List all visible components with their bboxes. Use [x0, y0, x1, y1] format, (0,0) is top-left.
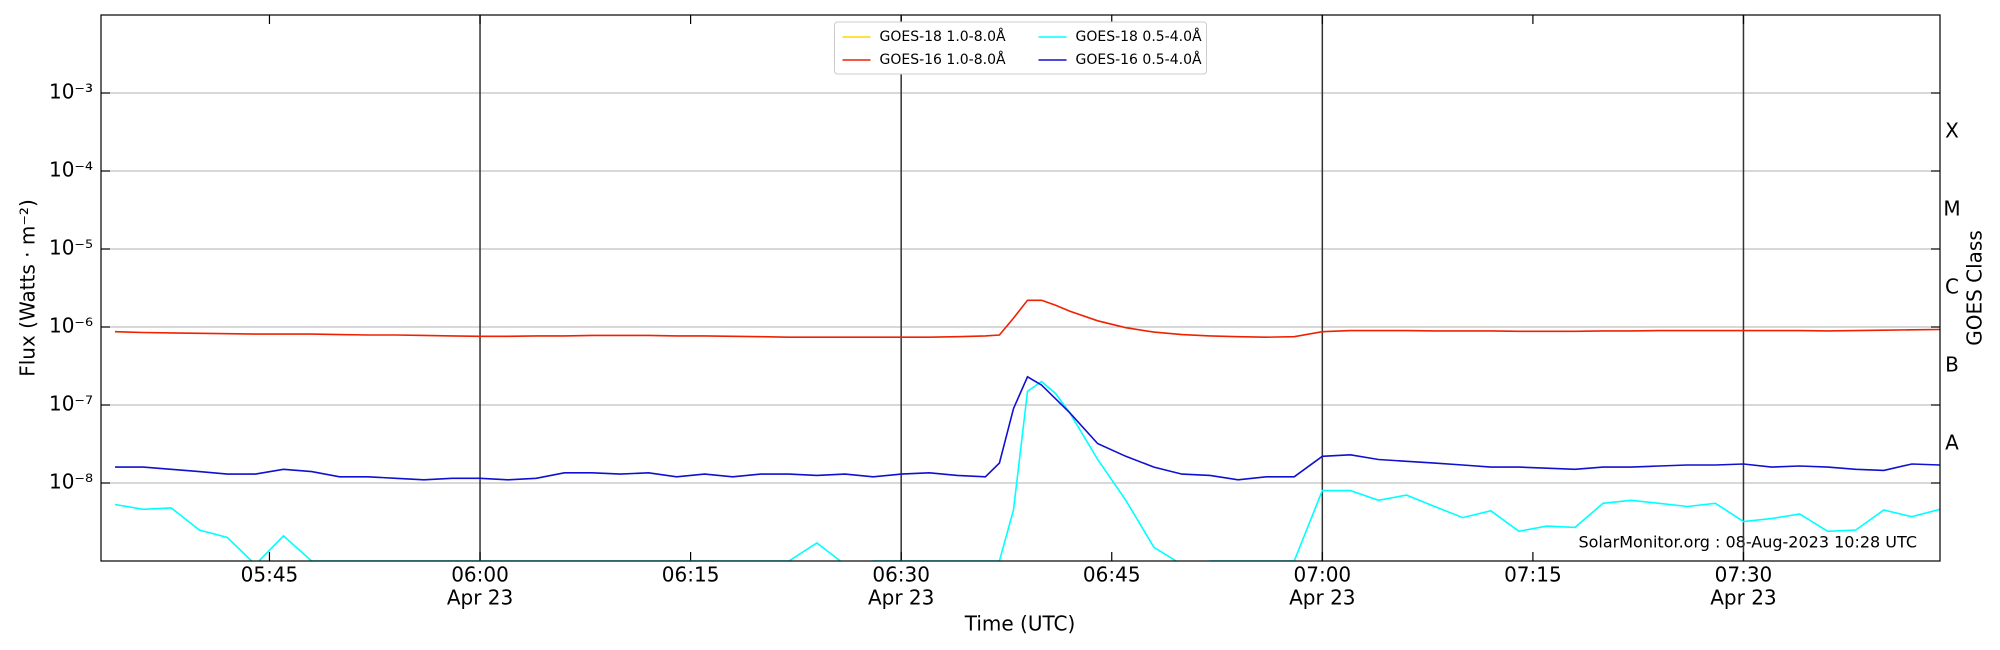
- y-tick-label: 10⁻⁴: [49, 158, 93, 182]
- series-line: [115, 375, 1940, 481]
- class-label: M: [1943, 197, 1960, 221]
- class-label: B: [1945, 353, 1959, 377]
- series-line: [114, 299, 1940, 339]
- class-label: C: [1945, 275, 1959, 299]
- y-tick-label: 10⁻⁷: [49, 392, 93, 416]
- x-tick-label: Apr 23: [1710, 586, 1776, 610]
- annotation: SolarMonitor.org : 08-Aug-2023 10:28 UTC: [1578, 533, 1917, 552]
- x-axis-title: Time (UTC): [964, 612, 1076, 636]
- legend-label: GOES-16 1.0-8.0Å: [880, 51, 1006, 68]
- x-tick-label: 05:45: [241, 563, 299, 587]
- series-line: [114, 380, 1940, 561]
- x-tick-label: Apr 23: [868, 586, 934, 610]
- legend-label: GOES-18 1.0-8.0Å: [880, 28, 1006, 45]
- x-tick-label: Apr 23: [1289, 586, 1355, 610]
- x-tick-label: 07:30: [1715, 563, 1773, 587]
- plot-frame: [100, 14, 1941, 562]
- y-tick-label: 10⁻⁵: [49, 236, 93, 260]
- x-tick-label: 07:15: [1504, 563, 1562, 587]
- x-tick-label: 06:15: [662, 563, 720, 587]
- y2-axis-title: GOES Class: [1963, 230, 1987, 346]
- legend-label: GOES-18 0.5-4.0Å: [1076, 28, 1202, 45]
- legend-label: GOES-16 0.5-4.0Å: [1076, 51, 1202, 68]
- y-axis-title: Flux (Watts · m⁻²): [16, 199, 40, 377]
- x-tick-label: Apr 23: [447, 586, 513, 610]
- y-tick-label: 10⁻³: [49, 80, 93, 104]
- legend-box: [834, 21, 1207, 75]
- x-tick-label: 06:45: [1083, 563, 1141, 587]
- x-tick-label: 06:00: [451, 563, 509, 587]
- x-tick-label: 07:00: [1294, 563, 1352, 587]
- class-label: A: [1945, 431, 1959, 455]
- x-tick-label: 06:30: [872, 563, 930, 587]
- class-label: X: [1945, 119, 1959, 143]
- y-tick-label: 10⁻⁸: [49, 470, 93, 494]
- y-tick-label: 10⁻⁶: [49, 314, 93, 338]
